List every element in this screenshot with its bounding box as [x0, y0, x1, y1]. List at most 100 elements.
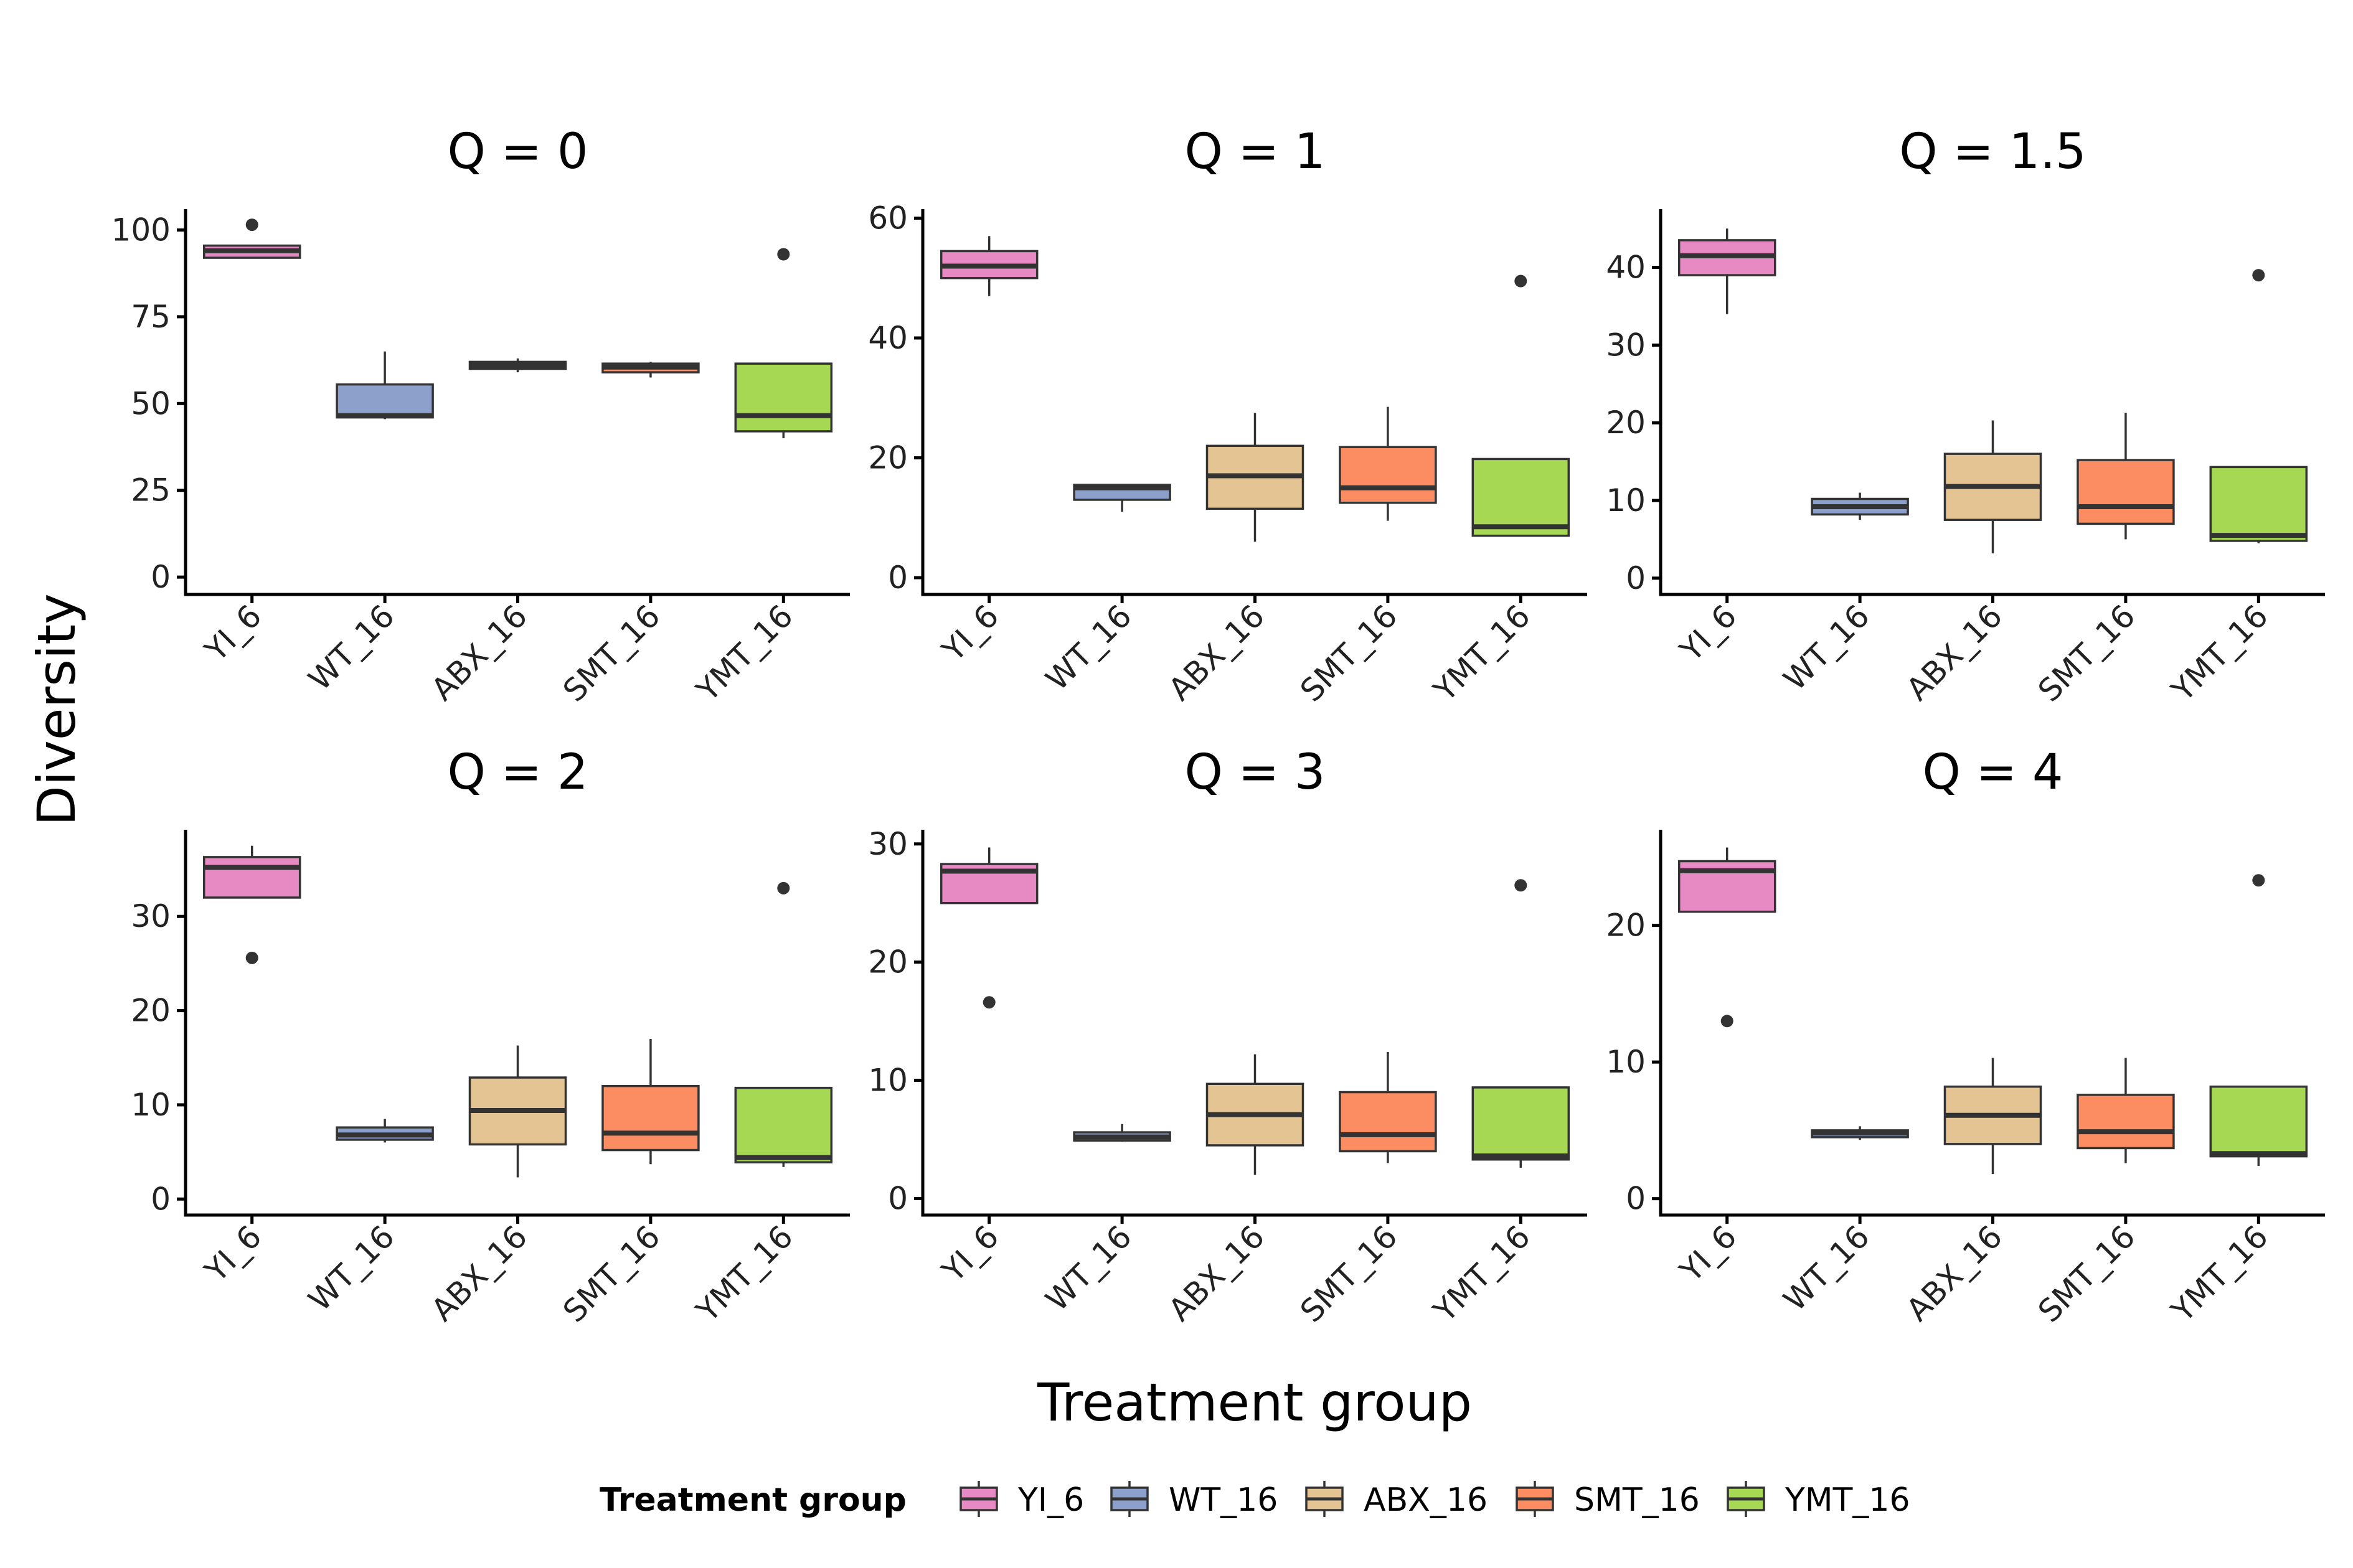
- outlier-point: [2252, 269, 2265, 282]
- box-body: [2209, 1085, 2308, 1158]
- y-tick-label: 30: [868, 826, 908, 862]
- outlier-point: [777, 248, 790, 261]
- outlier-point: [1514, 879, 1527, 892]
- y-axis-title: Diversity: [26, 593, 87, 826]
- y-tick-label: 60: [868, 200, 908, 236]
- box-ymt-16: [734, 248, 833, 439]
- x-tick-label: YI_6: [935, 598, 1006, 669]
- panel-title: Q = 3: [1185, 744, 1326, 800]
- x-tick-label: SMT_16: [556, 1218, 667, 1329]
- y-tick-label: 20: [131, 993, 171, 1029]
- box-body: [734, 362, 833, 433]
- legend-label: WT_16: [1169, 1481, 1278, 1519]
- y-tick-label: 40: [1606, 250, 1646, 286]
- x-tick-label: YMT_16: [689, 1218, 800, 1329]
- box-smt-16: [601, 1038, 700, 1165]
- box-smt-16: [2077, 1058, 2175, 1163]
- box-wt-16: [336, 351, 434, 420]
- y-tick-label: 0: [1626, 560, 1646, 596]
- box-body: [1471, 1086, 1570, 1161]
- y-tick-label: 0: [151, 1181, 171, 1217]
- legend-item-smt-16: SMT_16: [1516, 1481, 1700, 1519]
- legend-label: YMT_16: [1785, 1481, 1910, 1519]
- panel-title: Q = 1.5: [1899, 124, 2086, 180]
- x-axis-title: Treatment group: [1037, 1372, 1472, 1433]
- box-body: [202, 856, 301, 899]
- x-tick-label: WT_16: [1039, 598, 1138, 697]
- x-tick-label: YI_6: [197, 598, 268, 669]
- box-abx-16: [1205, 413, 1304, 542]
- x-tick-label: ABX_16: [1162, 598, 1271, 707]
- y-tick-label: 10: [131, 1087, 171, 1123]
- x-tick-label: ABX_16: [425, 1218, 534, 1328]
- box-ymt-16: [734, 881, 833, 1167]
- y-tick-label: 20: [1606, 405, 1646, 441]
- y-tick-label: 10: [868, 1063, 908, 1099]
- panel-title: Q = 2: [448, 744, 588, 800]
- x-tick-label: SMT_16: [2031, 598, 2142, 708]
- box-ymt-16: [1471, 879, 1570, 1168]
- y-tick-label: 20: [868, 440, 908, 476]
- x-tick-label: YI_6: [1672, 1218, 1743, 1289]
- box-yi-6: [940, 236, 1039, 296]
- box-body: [734, 1086, 833, 1163]
- x-tick-label: SMT_16: [556, 598, 667, 708]
- legend-item-ymt-16: YMT_16: [1727, 1481, 1910, 1519]
- y-tick-label: 30: [131, 898, 171, 934]
- x-tick-label: SMT_16: [2031, 1218, 2142, 1329]
- x-tick-label: WT_16: [1776, 1218, 1876, 1318]
- box-body: [601, 1084, 700, 1152]
- box-wt-16: [1811, 492, 1909, 520]
- box-smt-16: [601, 362, 700, 378]
- box-wt-16: [336, 1119, 434, 1143]
- box-smt-16: [1339, 406, 1437, 521]
- x-tick-label: YI_6: [935, 1218, 1006, 1289]
- box-yi-6: [1677, 228, 1776, 314]
- x-tick-label: ABX_16: [1900, 598, 2009, 707]
- box-body: [1471, 458, 1570, 537]
- x-tick-label: YMT_16: [2164, 598, 2275, 708]
- y-tick-label: 0: [888, 560, 908, 596]
- box-smt-16: [1339, 1051, 1437, 1163]
- legend-title: Treatment group: [600, 1481, 907, 1519]
- y-tick-label: 0: [1626, 1181, 1646, 1217]
- box-yi-6: [940, 847, 1039, 1009]
- box-wt-16: [1811, 1126, 1909, 1140]
- y-tick-label: 100: [111, 212, 171, 248]
- box-body: [2077, 1094, 2175, 1150]
- y-tick-label: 40: [868, 320, 908, 356]
- box-body: [1339, 1091, 1437, 1153]
- panel: Q = 2 0 10 20 30 YI_6 WT_16 ABX_16 SMT_16 YMT_16: [131, 744, 850, 1330]
- box-body: [2209, 466, 2308, 542]
- y-tick-label: 10: [1606, 482, 1646, 519]
- panel-title: Q = 4: [1923, 744, 2063, 800]
- outlier-point: [2252, 874, 2265, 887]
- legend-label: SMT_16: [1574, 1481, 1700, 1519]
- x-tick-label: YMT_16: [1426, 1218, 1537, 1329]
- box-wt-16: [1073, 1124, 1171, 1142]
- y-tick-label: 0: [888, 1180, 908, 1216]
- box-body: [1339, 446, 1437, 504]
- x-tick-label: ABX_16: [425, 598, 534, 707]
- panel: Q = 4 0 10 20 YI_6 WT_16 ABX_16 SMT_16 YMT_16: [1606, 744, 2325, 1330]
- panel-title: Q = 1: [1185, 124, 1326, 180]
- y-tick-label: 10: [1606, 1044, 1646, 1080]
- box-body: [336, 383, 434, 419]
- panel: Q = 1 0 20 40 60 YI_6 WT_16 ABX_16 SMT_16 YMT_16: [868, 124, 1587, 709]
- legend-label: YI_6: [1017, 1481, 1084, 1519]
- panel: Q = 0 0 25 50 75 100 YI_6 WT_16 ABX_16 SMT_16 YMT_…: [111, 124, 850, 709]
- box-abx-16: [1943, 1058, 2042, 1175]
- legend-item-yi-6: YI_6: [960, 1481, 1084, 1519]
- box-smt-16: [2077, 412, 2175, 540]
- x-tick-label: YI_6: [1672, 598, 1743, 669]
- box-abx-16: [1943, 420, 2042, 553]
- box-yi-6: [1677, 847, 1776, 1028]
- x-tick-label: YI_6: [197, 1218, 268, 1289]
- y-tick-label: 20: [868, 944, 908, 980]
- x-tick-label: YMT_16: [2164, 1218, 2275, 1329]
- y-tick-label: 50: [131, 385, 171, 421]
- panel: Q = 3 0 10 20 30 YI_6 WT_16 ABX_16 SMT_16 YMT_16: [868, 744, 1587, 1330]
- y-tick-label: 0: [151, 559, 171, 595]
- box-ymt-16: [2209, 269, 2308, 543]
